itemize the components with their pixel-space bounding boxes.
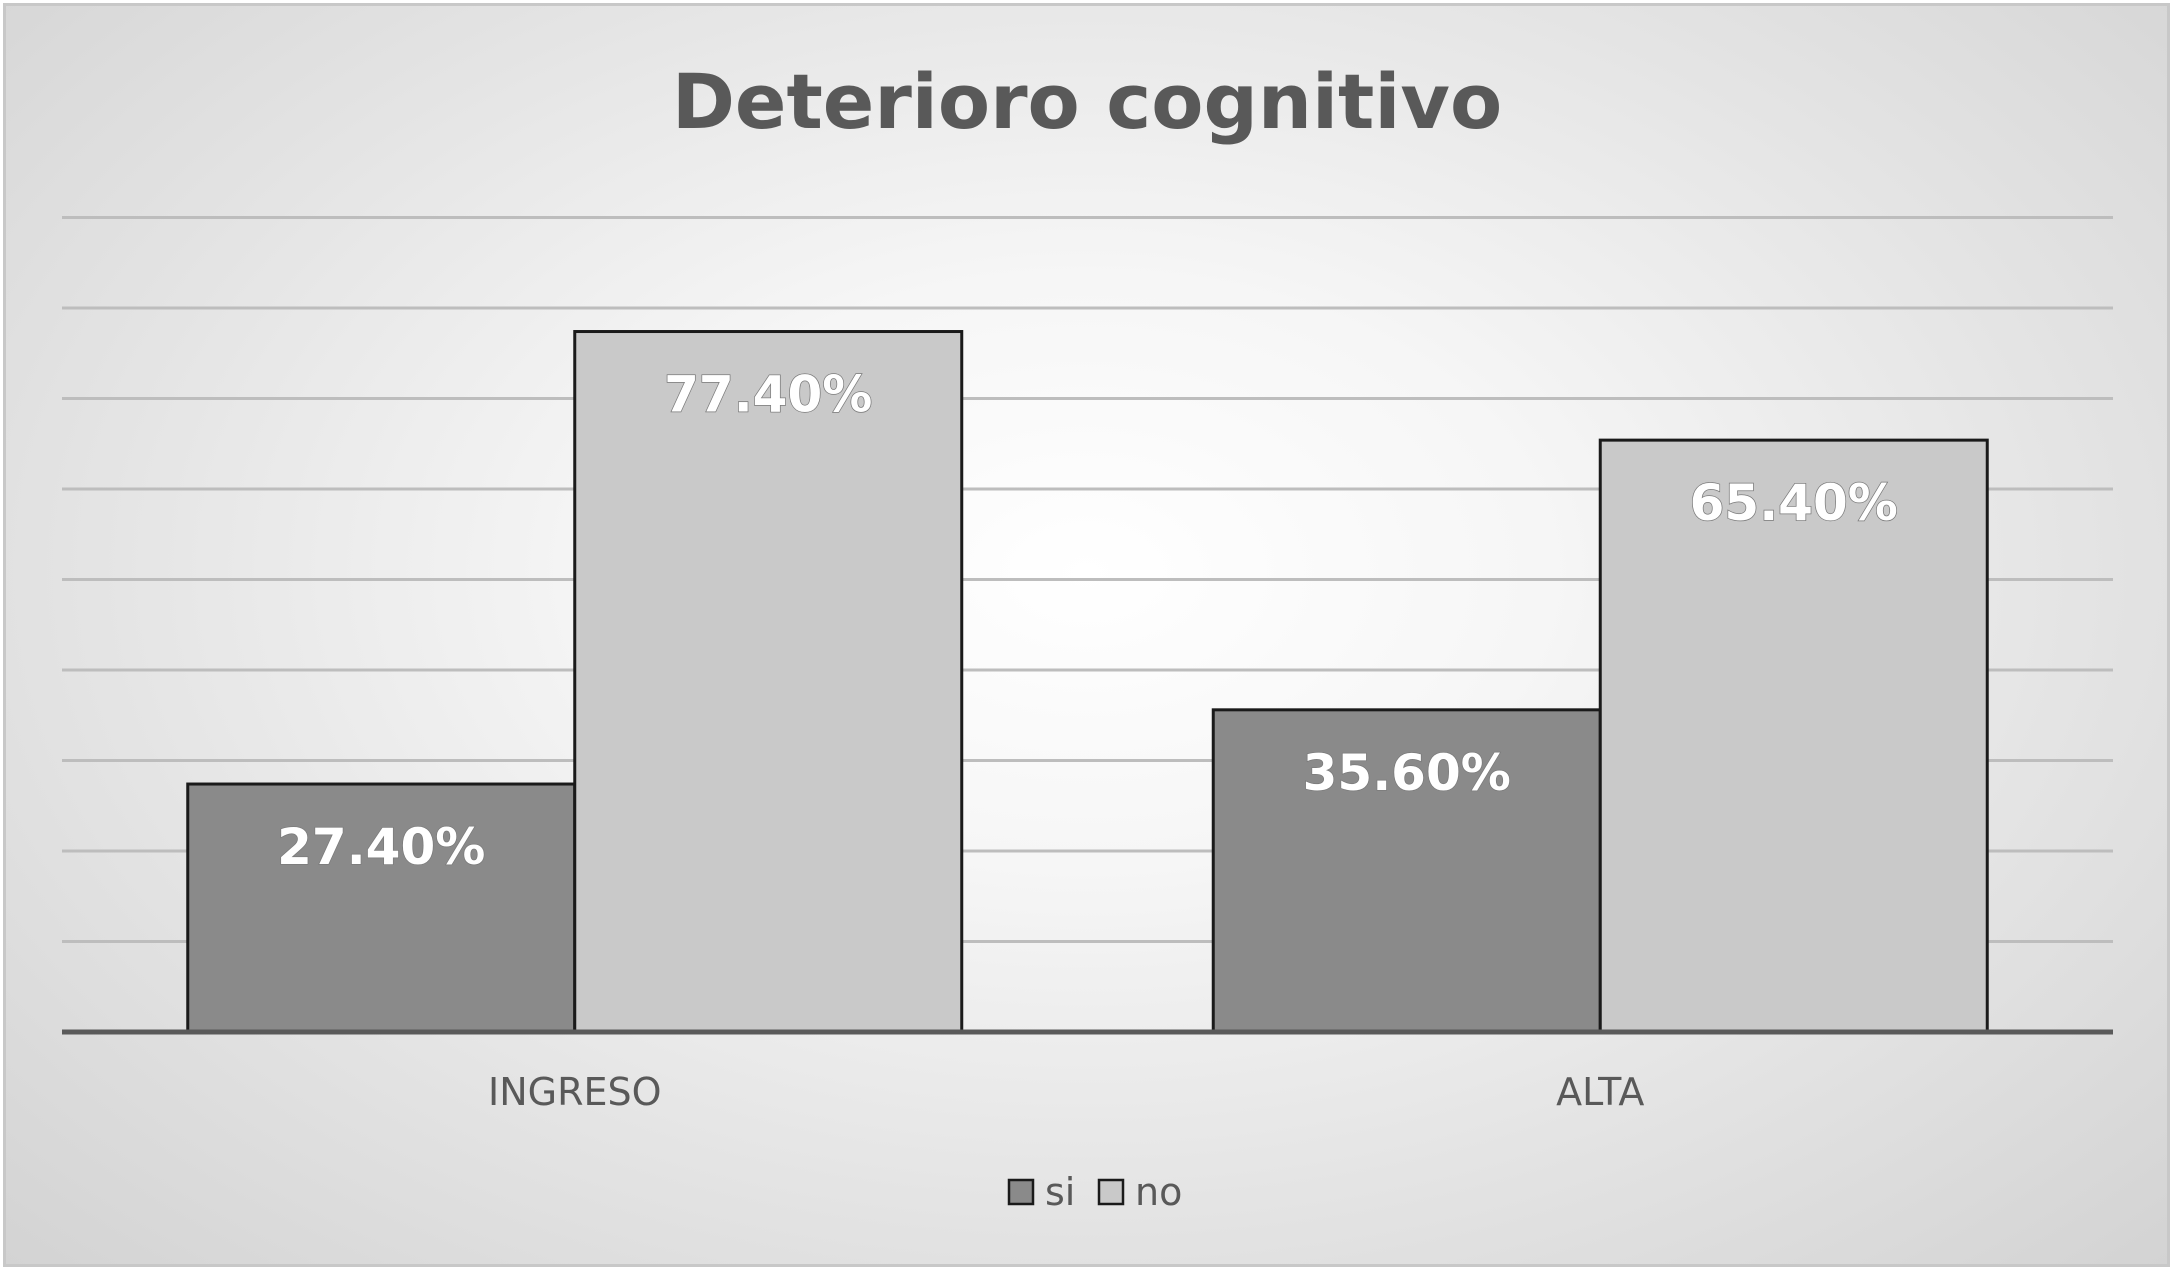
legend-swatch-no	[1097, 1178, 1125, 1206]
chart-title: Deterioro cognitivo	[672, 57, 1502, 146]
bar-no-ingreso	[573, 330, 964, 1034]
legend-label-si: si	[1045, 1170, 1075, 1214]
category-labels: INGRESO ALTA	[488, 1070, 1644, 1114]
data-label: 35.60%	[1303, 744, 1511, 802]
data-label: 27.40%	[277, 818, 485, 876]
legend-label-no: no	[1135, 1170, 1182, 1214]
data-labels: 27.40% 77.40% 35.60% 65.40%	[276, 365, 1898, 877]
bars	[186, 330, 1989, 1034]
data-label: 65.40%	[1690, 474, 1898, 532]
category-label: INGRESO	[488, 1070, 662, 1114]
legend: si no	[1007, 1170, 1182, 1214]
category-label: ALTA	[1556, 1070, 1644, 1114]
legend-swatch-si	[1007, 1178, 1035, 1206]
data-label: 77.40%	[664, 366, 872, 424]
